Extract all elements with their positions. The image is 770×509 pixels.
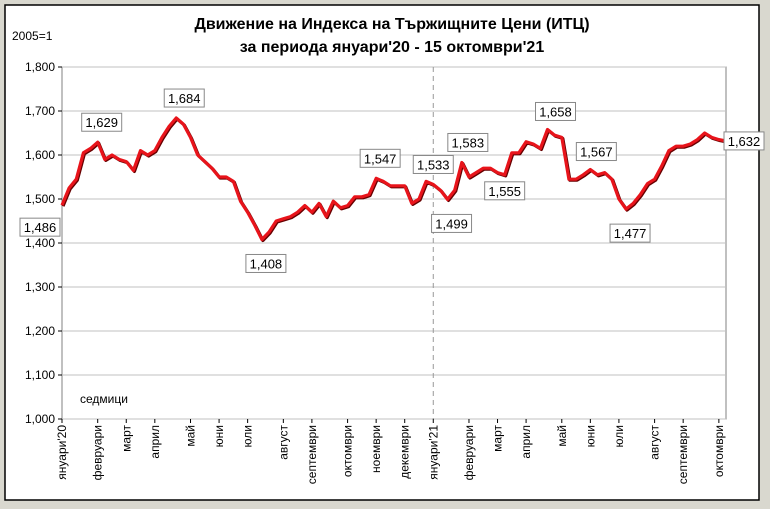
data-label-box [431, 213, 473, 233]
x-tick-label: февруари [462, 425, 476, 480]
data-label-text: 1,547 [364, 151, 397, 166]
data-label-text: 1,629 [85, 115, 118, 130]
y-tick-label: 1,700 [25, 104, 55, 118]
chart-subtitle: за периода януари'20 - 15 октомври'21 [240, 39, 545, 56]
data-label: 1,567 [575, 142, 617, 162]
data-label-box [163, 88, 205, 108]
data-label-box [447, 132, 489, 152]
x-tick-label: март [119, 425, 133, 452]
x-tick-label: юли [241, 425, 255, 447]
x-tick-label: септември [305, 425, 319, 484]
x-tick-label: март [491, 425, 505, 452]
y-tick-label: 1,200 [25, 324, 55, 338]
data-label-box [723, 131, 765, 151]
data-label-box [484, 181, 526, 201]
data-label-box [81, 112, 123, 132]
data-label: 1,499 [431, 213, 473, 233]
y-tick-label: 1,100 [25, 368, 55, 382]
data-label-text: 1,499 [435, 216, 468, 231]
y-unit-label: 2005=1 [12, 29, 53, 43]
y-tick-label: 1,600 [25, 148, 55, 162]
x-tick-label: ноември [369, 425, 383, 473]
x-tick-label: октомври [341, 425, 355, 477]
chart-title: Движение на Индекса на Тържищните Цени (… [194, 16, 589, 33]
data-label-text: 1,583 [452, 135, 485, 150]
data-label-text: 1,408 [250, 256, 283, 271]
data-label: 1,408 [245, 253, 287, 273]
x-tick-label: април [148, 425, 162, 459]
data-label-box [412, 154, 454, 174]
x-tick-label: юли [612, 425, 626, 447]
x-tick-label: октомври [712, 425, 726, 477]
data-label-text: 1,684 [168, 91, 201, 106]
data-label-text: 1,632 [728, 134, 761, 149]
data-label-text: 1,486 [24, 220, 57, 235]
x-tick-label: август [648, 425, 662, 460]
series-line [60, 116, 727, 242]
data-label: 1,684 [163, 88, 205, 108]
x-tick-label: август [276, 425, 290, 460]
y-tick-label: 1,500 [25, 192, 55, 206]
x-tick-label: януари'21 [426, 425, 440, 480]
x-tick-label: юни [212, 425, 226, 447]
x-tick-label: април [519, 425, 533, 459]
x-tick-label: юни [583, 425, 597, 447]
data-label: 1,533 [412, 154, 454, 174]
data-label-text: 1,555 [488, 184, 521, 199]
y-tick-label: 1,400 [25, 236, 55, 250]
data-label: 1,477 [609, 223, 651, 243]
data-label-box [19, 217, 61, 237]
data-label: 1,629 [81, 112, 123, 132]
data-label-text: 1,658 [539, 104, 572, 119]
data-label: 1,658 [535, 101, 577, 121]
data-label-box [609, 223, 651, 243]
data-label-box [575, 142, 617, 162]
x-tick-label: януари'20 [55, 425, 69, 480]
x-tick-label: февруари [91, 425, 105, 480]
x-tick-label: септември [676, 425, 690, 484]
x-tick-label: май [184, 425, 198, 447]
y-tick-label: 1,000 [25, 412, 55, 426]
data-label: 1,583 [447, 132, 489, 152]
data-label-box [535, 101, 577, 121]
y-tick-label: 1,800 [25, 60, 55, 74]
data-label: 1,632 [723, 131, 765, 151]
data-label-box [245, 253, 287, 273]
x-tick-label: май [555, 425, 569, 447]
x-axis-label: седмици [80, 392, 128, 406]
y-tick-label: 1,300 [25, 280, 55, 294]
data-label-box [359, 148, 401, 168]
data-label-text: 1,477 [614, 226, 647, 241]
data-label: 1,486 [19, 217, 61, 237]
data-label-text: 1,533 [417, 157, 450, 172]
data-label: 1,555 [484, 181, 526, 201]
x-tick-label: декември [398, 425, 412, 479]
data-label-text: 1,567 [580, 145, 613, 160]
data-label: 1,547 [359, 148, 401, 168]
